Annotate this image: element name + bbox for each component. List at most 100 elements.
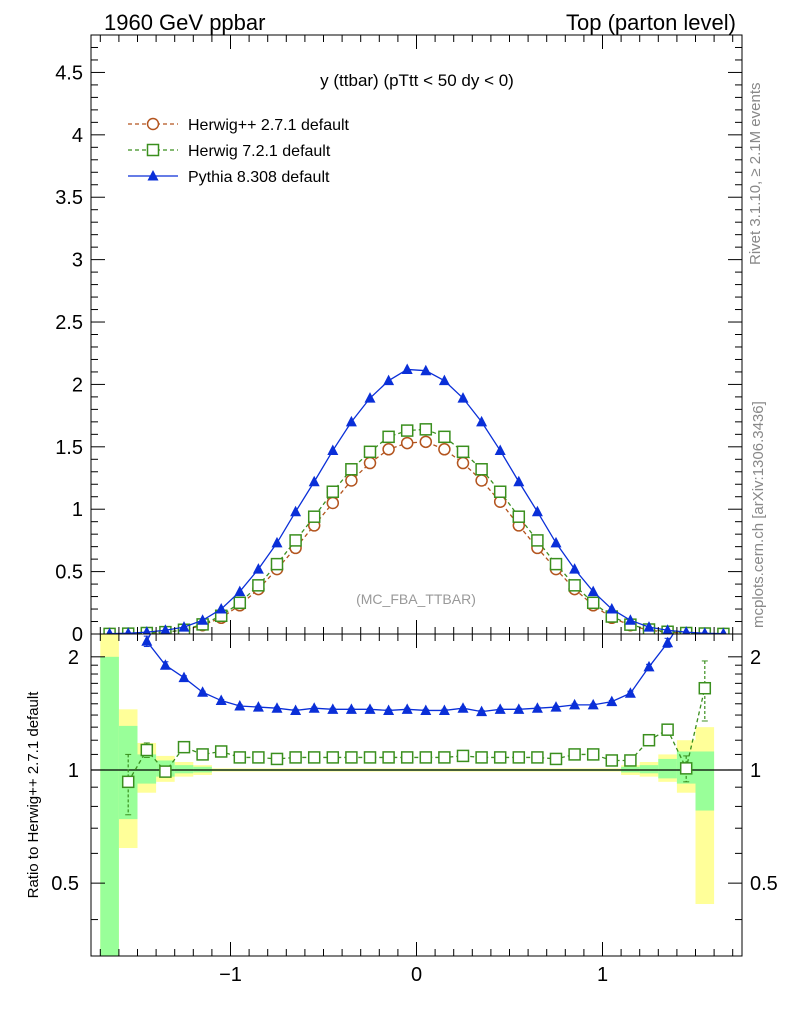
band-green-0 — [100, 656, 119, 956]
main-panel: y (ttbar) (pTtt < 50 dy < 0) (MC_FBA_TTB… — [55, 34, 743, 646]
main-ytick-label: 0.5 — [55, 562, 83, 584]
ratio-point-s1-25 — [606, 695, 618, 707]
main-point-s1-22 — [512, 510, 526, 523]
ratio-point-s0-28 — [642, 733, 656, 747]
ratio-ytick-label-right: 2 — [750, 647, 761, 669]
main-point-s2-28 — [624, 614, 636, 625]
ratio-point-s0-0 — [121, 775, 135, 789]
rivet-label: Rivet 3.1.10, ≥ 2.1M events — [747, 83, 764, 266]
main-point-s1-26 — [586, 596, 600, 610]
main-point-s1-13 — [345, 463, 358, 476]
ratio-point-s0-13 — [363, 751, 377, 764]
main-point-s2-12 — [327, 444, 339, 456]
main-point-s0-13 — [345, 474, 358, 487]
main-point-s1-10 — [289, 534, 302, 547]
main-axes: 0 0.5 1 1.5 2 2.5 3 3.5 4 4.5 — [55, 34, 742, 646]
main-ytick-label: 3.5 — [55, 187, 83, 209]
ratio-point-s0-15 — [400, 751, 414, 764]
ratio-line-1 — [146, 634, 674, 713]
ratio-point-s0-6 — [233, 751, 247, 764]
ratio-point-s1-24 — [587, 698, 599, 710]
ratio-point-s1-9 — [308, 702, 320, 713]
ratio-point-s1-6 — [252, 701, 264, 712]
ratio-point-s0-18 — [456, 749, 470, 763]
main-point-s1-7 — [233, 596, 247, 610]
ratio-point-s1-20 — [513, 703, 525, 714]
main-point-s2-23 — [531, 505, 543, 517]
process-label: Top (parton level) — [566, 10, 736, 35]
main-point-s2-24 — [550, 536, 562, 548]
legend: Herwig++ 2.7.1 default Herwig 7.2.1 defau… — [128, 117, 350, 186]
ratio-point-s1-21 — [531, 702, 543, 713]
legend-marker-2 — [147, 170, 159, 181]
ratio-xtick-label: 1 — [597, 964, 608, 986]
ratio-point-s0-9 — [289, 751, 302, 764]
ratio-ylabel: Ratio to Herwig++ 2.7.1 default — [25, 691, 42, 899]
legend-marker-0 — [146, 117, 160, 131]
ratio-point-s1-7 — [271, 702, 283, 713]
main-point-s1-19 — [456, 445, 470, 459]
main-point-s2-25 — [569, 563, 581, 574]
ratio-point-s0-31 — [698, 681, 712, 695]
legend-label-0: Herwig++ 2.7.1 default — [188, 117, 350, 134]
ratio-point-s1-3 — [197, 686, 209, 697]
main-point-s2-2 — [142, 626, 151, 634]
ratio-point-s0-25 — [586, 748, 600, 761]
main-point-s2-18 — [438, 374, 450, 386]
ratio-point-s0-3 — [177, 740, 191, 754]
plot-title: y (ttbar) (pTtt < 50 dy < 0) — [320, 71, 514, 90]
main-point-s2-15 — [383, 374, 395, 386]
main-point-s2-8 — [252, 563, 264, 574]
ratio-point-s1-8 — [290, 704, 302, 715]
main-point-s2-16 — [401, 363, 413, 374]
ratio-point-s1-23 — [569, 698, 581, 710]
main-ytick-label: 3 — [72, 250, 83, 272]
series-line-2 — [109, 368, 724, 634]
ratio-point-s0-23 — [549, 752, 563, 766]
ratio-xtick-label: 0 — [411, 964, 422, 986]
legend-label-2: Pythia 8.308 default — [188, 169, 330, 186]
ratio-frame — [90, 633, 743, 957]
main-point-s1-18 — [438, 430, 451, 444]
ratio-point-s0-19 — [475, 751, 488, 764]
ratio-point-s0-22 — [531, 751, 544, 764]
main-ytick-label: 2 — [72, 374, 83, 396]
ratio-point-s1-2 — [178, 671, 190, 683]
ratio-point-s0-17 — [438, 751, 451, 764]
main-data-layer — [103, 363, 730, 634]
main-point-s0-15 — [382, 443, 395, 456]
main-point-s2-19 — [457, 392, 469, 403]
ratio-bands — [91, 634, 742, 956]
ratio-point-s0-27 — [624, 754, 637, 767]
ratio-point-s0-8 — [270, 752, 284, 766]
main-ytick-label: 4.5 — [55, 62, 83, 84]
ratio-point-s0-30 — [679, 762, 693, 775]
main-point-s2-7 — [234, 585, 246, 597]
main-point-s2-26 — [587, 585, 599, 597]
main-point-s2-29 — [643, 621, 655, 632]
ratio-point-s0-16 — [419, 751, 433, 764]
legend-marker-1 — [146, 143, 160, 157]
main-point-s1-16 — [400, 424, 414, 437]
main-ytick-label: 1 — [72, 499, 83, 521]
ratio-point-s1-0 — [141, 635, 153, 646]
main-point-s2-10 — [290, 505, 302, 517]
ratio-point-s1-28 — [662, 636, 674, 648]
ratio-point-s0-4 — [196, 748, 209, 761]
main-point-s2-27 — [606, 603, 618, 614]
ratio-point-s1-14 — [401, 703, 413, 714]
main-point-s2-9 — [271, 536, 283, 548]
main-point-s1-25 — [568, 579, 581, 592]
main-point-s2-17 — [420, 364, 432, 376]
ratio-point-s0-21 — [512, 751, 526, 764]
main-point-s1-8 — [252, 579, 265, 592]
ratio-point-s1-11 — [345, 703, 357, 714]
ratio-point-s0-14 — [382, 751, 395, 764]
ratio-point-s0-10 — [307, 751, 321, 764]
main-ytick-label: 2.5 — [55, 312, 83, 334]
main-point-s1-15 — [382, 430, 395, 444]
ratio-point-s0-26 — [605, 754, 619, 767]
main-point-s2-22 — [513, 475, 525, 487]
band-green-8 — [639, 765, 659, 774]
